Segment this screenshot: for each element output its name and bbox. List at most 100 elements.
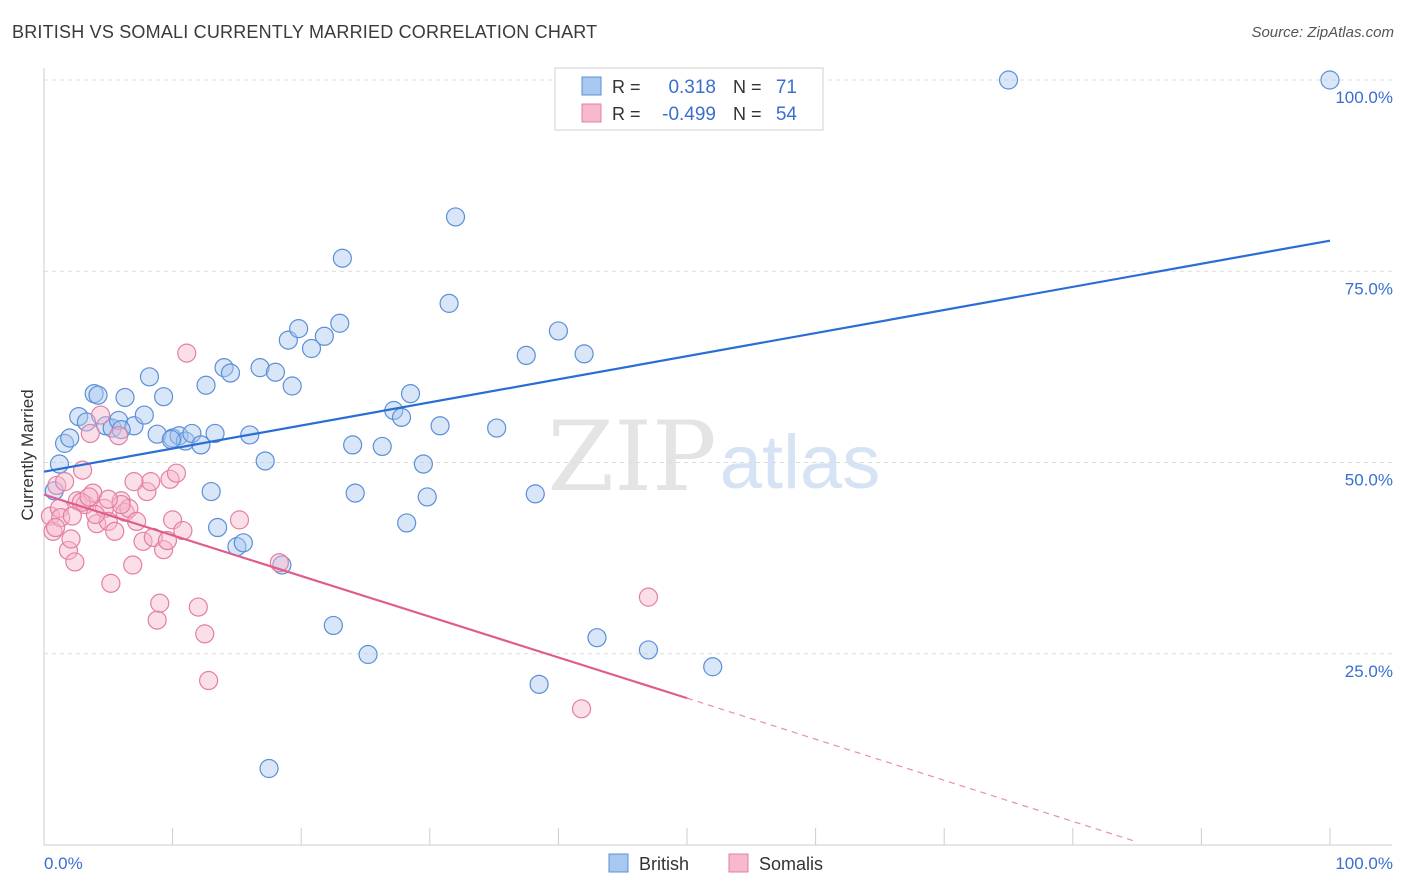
somalis-point-27 [141, 472, 161, 492]
british-point-48 [397, 513, 417, 533]
british-point-37 [301, 338, 322, 359]
somalis-point-49 [79, 487, 99, 507]
somalis-point-30 [150, 593, 170, 613]
british-point-32 [265, 362, 286, 382]
british-point-40 [330, 313, 350, 333]
british-point-36 [289, 319, 309, 339]
british-point-11 [115, 387, 135, 408]
legend-r-value-british: 0.318 [668, 77, 716, 98]
british-point-67 [259, 758, 279, 779]
stats-legend: R = 0.318 N = 71 R = -0.499 N = 54 [554, 67, 824, 131]
british-point-56 [516, 345, 536, 365]
british-point-14 [139, 367, 160, 387]
british-point-15 [147, 424, 167, 444]
series-british [44, 70, 1340, 779]
british-point-16 [153, 387, 174, 407]
british-point-45 [372, 436, 392, 457]
british-point-47 [391, 407, 412, 427]
somalis-point-6 [61, 529, 81, 549]
watermark-zip: ZIP [547, 401, 716, 513]
somalis-point-14 [90, 405, 111, 425]
x-tick-label-max: 100.0% [1335, 854, 1393, 873]
series-legend-label-british: British [639, 854, 689, 874]
series-legend-swatch-somalis [728, 853, 749, 873]
series-legend: British Somalis [608, 853, 823, 874]
somalis-point-43 [638, 587, 659, 607]
british-point-28 [233, 533, 253, 553]
trendline-somalis-extension [686, 697, 1138, 843]
british-point-31 [255, 451, 275, 471]
british-point-30 [250, 358, 270, 378]
british-point-38 [314, 326, 334, 346]
british-point-61 [587, 628, 607, 648]
series-legend-swatch-british [608, 853, 629, 873]
somalis-point-53 [98, 489, 118, 509]
somalis-point-41 [229, 510, 250, 530]
y-tick-labels: 25.0% 50.0% 75.0% 100.0% [1335, 88, 1393, 681]
british-point-49 [400, 384, 421, 404]
british-point-43 [345, 483, 365, 503]
british-point-68 [208, 517, 228, 538]
somalis-point-17 [101, 573, 121, 593]
british-point-52 [430, 416, 450, 436]
british-point-24 [205, 423, 225, 444]
x-ticks [43, 828, 1331, 845]
british-point-42 [343, 435, 363, 455]
british-point-39 [323, 615, 343, 636]
somalis-point-26 [137, 481, 157, 502]
legend-n-label-somalis: N = [733, 104, 762, 124]
legend-n-value-british: 71 [776, 77, 797, 98]
y-tick-label-100: 100.0% [1335, 88, 1393, 107]
british-point-22 [196, 375, 216, 395]
somalis-point-48 [111, 494, 131, 515]
y-tick-label-75: 75.0% [1345, 279, 1393, 298]
british-point-59 [548, 321, 569, 341]
somalis-point-4 [54, 472, 75, 492]
somalis-point-18 [105, 521, 125, 541]
somalis-point-11 [80, 423, 100, 444]
british-point-70 [161, 429, 181, 450]
somalis-point-37 [177, 343, 197, 363]
somalis-point-35 [166, 463, 187, 483]
series-somalis [40, 343, 659, 719]
legend-n-label-british: N = [733, 77, 762, 97]
british-point-25 [214, 358, 234, 378]
british-point-44 [358, 644, 378, 665]
legend-swatch-british [581, 76, 602, 96]
somalis-point-39 [195, 624, 215, 644]
somalis-point-5 [58, 540, 79, 561]
british-point-60 [574, 344, 594, 364]
legend-r-label-british: R = [612, 77, 641, 97]
british-point-64 [703, 657, 723, 677]
british-point-7 [88, 385, 108, 405]
british-point-65 [998, 70, 1019, 90]
somalis-point-38 [188, 597, 208, 617]
british-point-41 [332, 248, 352, 268]
british-point-55 [487, 418, 507, 438]
x-tick-label-min: 0.0% [44, 854, 83, 873]
somalis-point-50 [62, 506, 82, 526]
british-point-26 [220, 363, 241, 383]
british-point-35 [282, 376, 302, 396]
legend-swatch-somalis [581, 103, 602, 123]
british-point-58 [529, 674, 549, 694]
somalis-point-29 [147, 610, 167, 630]
trendline-somalis [43, 493, 688, 700]
y-tick-label-25: 25.0% [1345, 662, 1393, 681]
british-point-51 [417, 487, 437, 507]
somalis-point-19 [108, 426, 129, 446]
british-point-2 [54, 433, 75, 453]
british-point-13 [134, 405, 154, 425]
trendlines [43, 239, 1331, 843]
somalis-point-40 [199, 670, 219, 691]
chart-title: BRITISH VS SOMALI CURRENTLY MARRIED CORR… [12, 22, 598, 42]
y-tick-label-50: 50.0% [1345, 471, 1393, 490]
british-point-50 [413, 454, 433, 474]
somalis-point-23 [123, 555, 143, 575]
somalis-point-7 [65, 552, 85, 572]
somalis-point-52 [45, 517, 66, 538]
british-point-57 [525, 484, 545, 504]
legend-r-value-somalis: -0.499 [662, 104, 716, 125]
legend-n-value-somalis: 54 [776, 104, 798, 125]
series-legend-label-somalis: Somalis [759, 854, 823, 874]
